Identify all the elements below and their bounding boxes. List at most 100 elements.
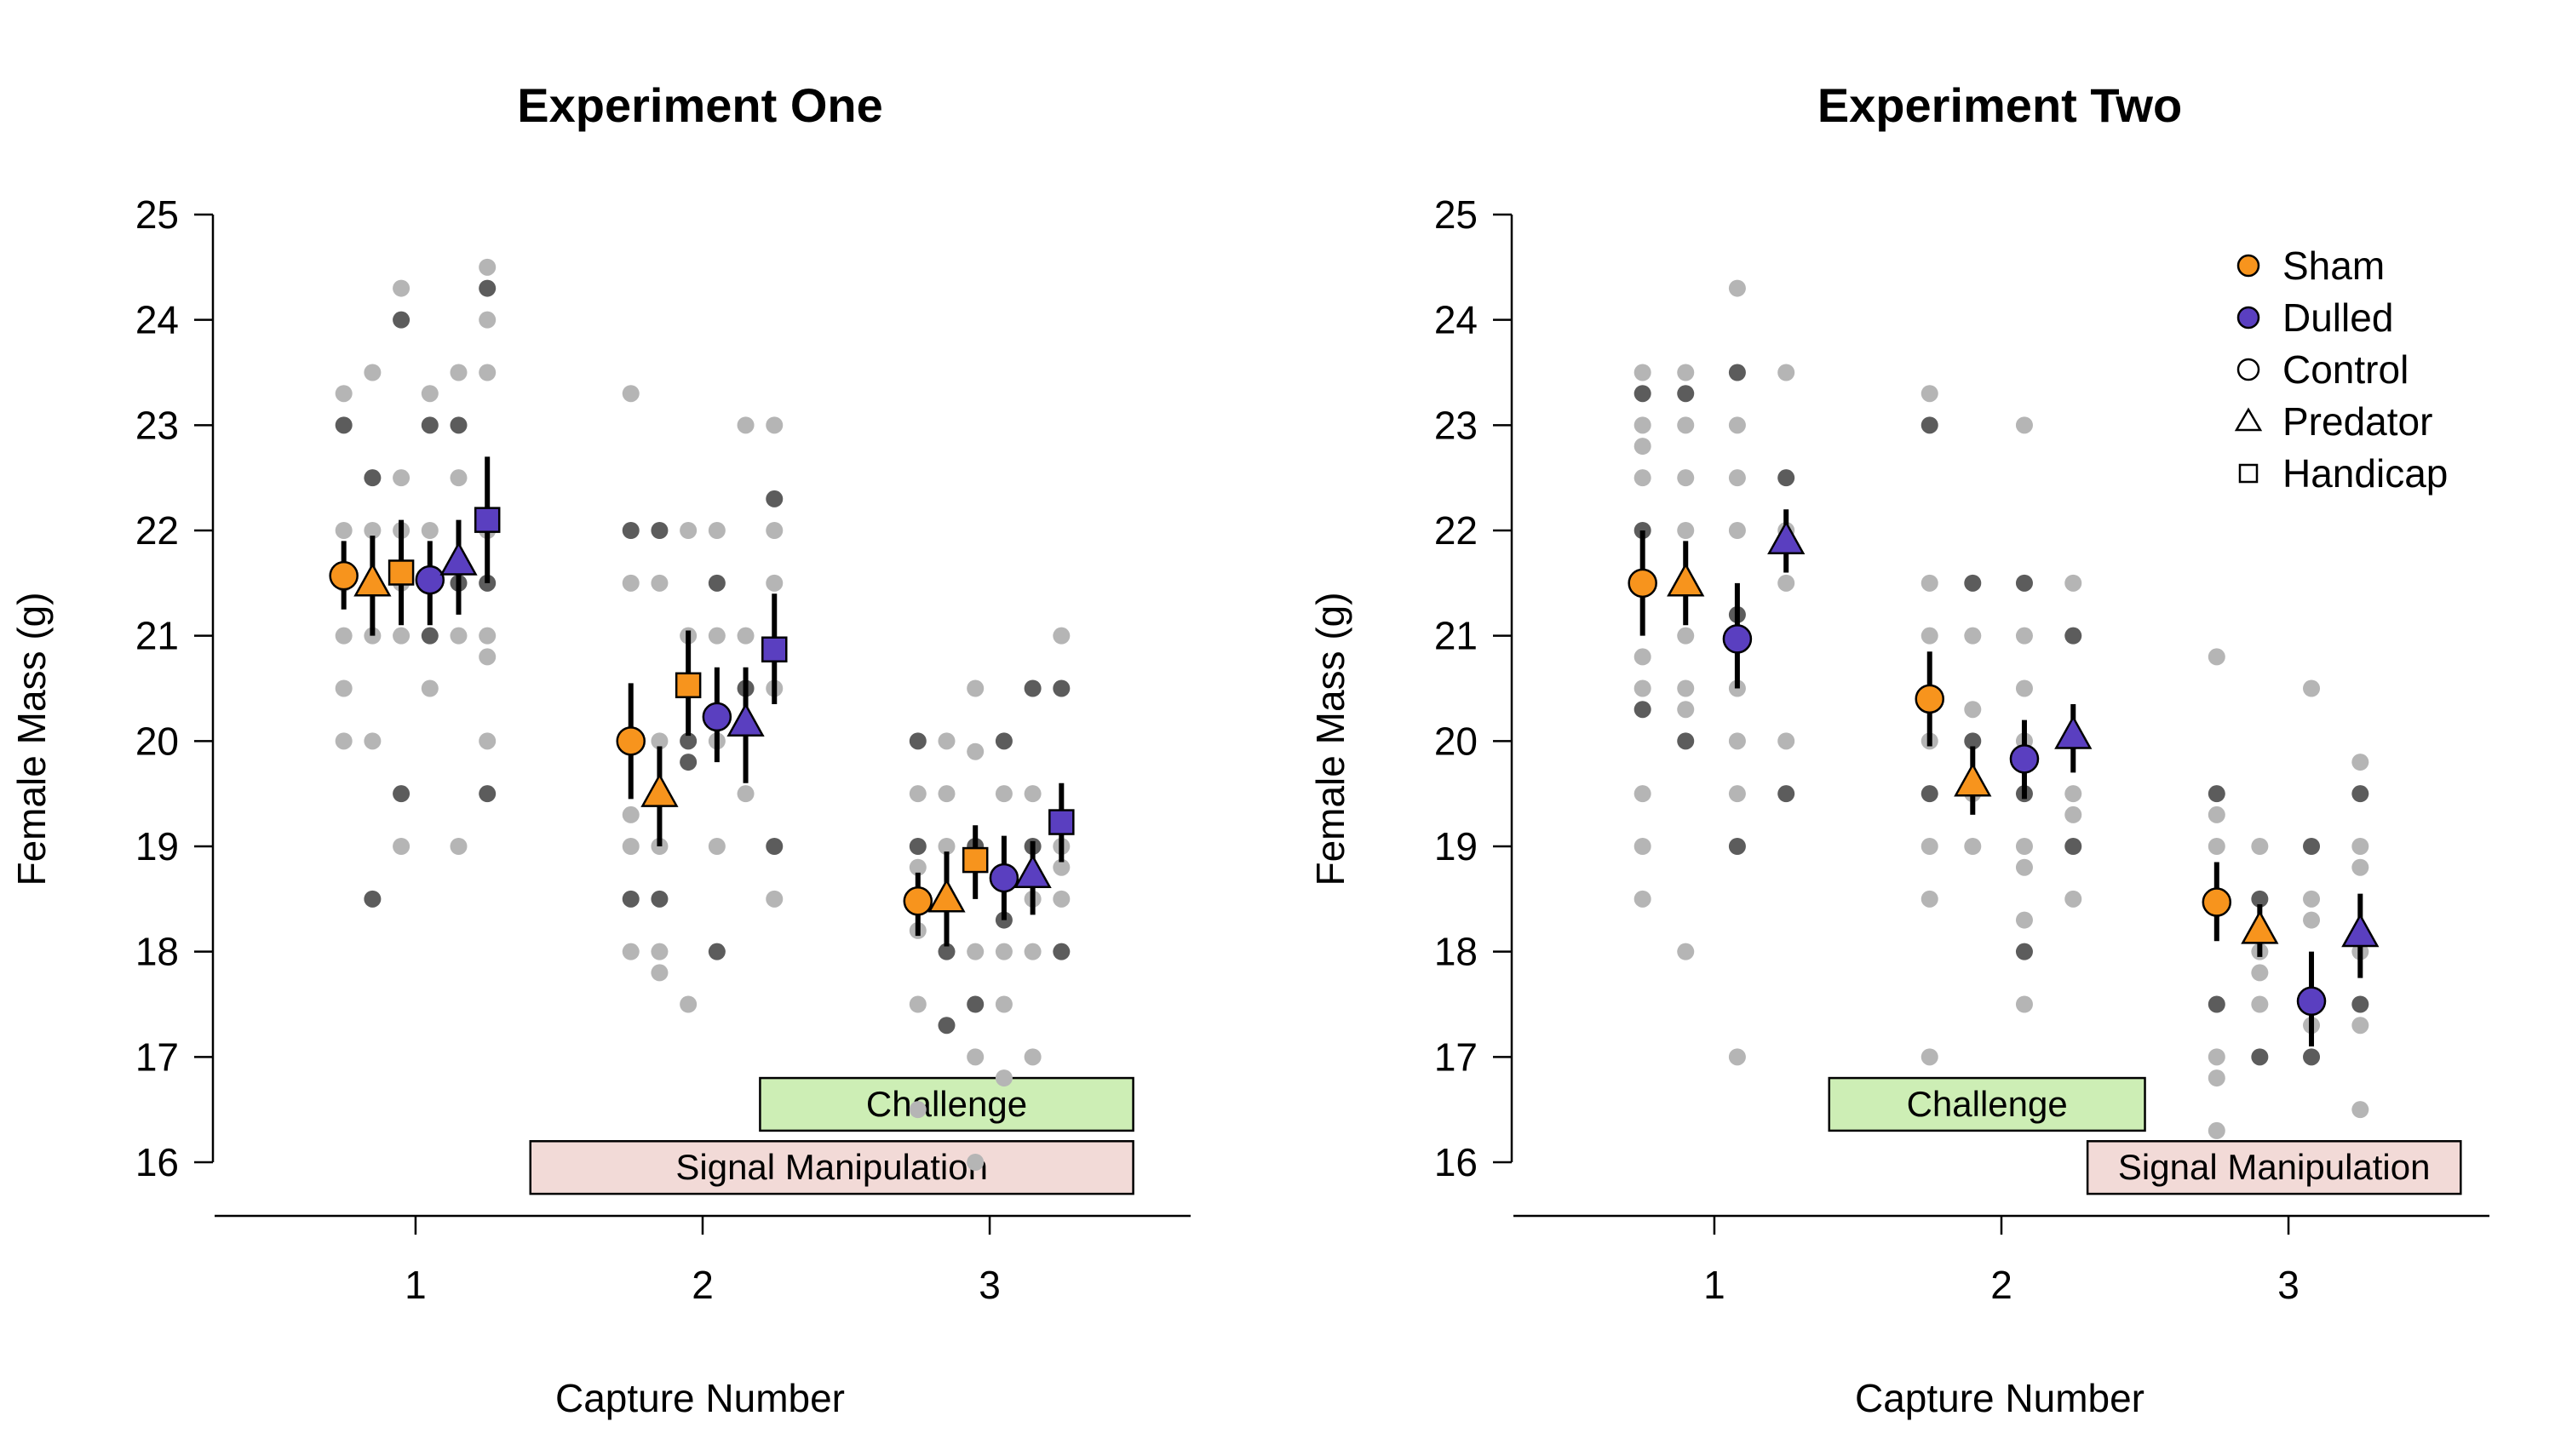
- legend-label: Sham: [2282, 244, 2385, 288]
- legend-label: Predator: [2282, 399, 2432, 444]
- raw-point: [1024, 1048, 1042, 1066]
- raw-point: [2208, 1048, 2225, 1066]
- mean-marker: [640, 772, 679, 807]
- y-tick-label: 17: [135, 1035, 179, 1079]
- raw-point: [1964, 701, 1982, 719]
- raw-point: [1921, 627, 1938, 645]
- raw-point: [1633, 438, 1651, 456]
- raw-point: [622, 838, 640, 855]
- mean-marker: [962, 846, 989, 874]
- x-tick-label: 3: [2277, 1263, 2300, 1307]
- raw-point: [1964, 732, 1982, 750]
- raw-point: [909, 858, 927, 876]
- raw-point: [1053, 943, 1071, 960]
- raw-point: [479, 364, 497, 381]
- raw-point: [967, 1154, 985, 1171]
- raw-point: [1053, 890, 1071, 908]
- raw-point: [364, 890, 382, 908]
- raw-point: [2064, 890, 2082, 908]
- raw-point: [766, 416, 784, 434]
- raw-point: [1921, 385, 1938, 403]
- mean-marker: [474, 507, 501, 533]
- raw-point: [651, 890, 669, 908]
- raw-point: [2251, 890, 2269, 908]
- raw-point: [2208, 805, 2225, 823]
- raw-point: [1053, 627, 1071, 645]
- raw-point: [651, 574, 669, 592]
- raw-point: [2064, 785, 2082, 803]
- annotation-box: [2086, 1140, 2462, 1195]
- raw-point: [1728, 469, 1746, 487]
- raw-point: [1633, 785, 1651, 803]
- raw-point: [1777, 785, 1795, 803]
- raw-point: [393, 785, 411, 803]
- raw-point: [2015, 911, 2033, 929]
- raw-point: [622, 943, 640, 960]
- raw-point: [364, 732, 382, 750]
- legend-symbol: [2236, 254, 2260, 278]
- raw-point: [708, 943, 726, 960]
- raw-point: [938, 1017, 956, 1035]
- legend-symbol: [2236, 358, 2260, 381]
- raw-point: [2015, 627, 2033, 645]
- raw-point: [737, 416, 755, 434]
- annotation-box: [1828, 1076, 2146, 1132]
- annotation-box: [529, 1140, 1134, 1195]
- mean-marker: [726, 702, 765, 737]
- raw-point: [1053, 858, 1071, 876]
- raw-point: [1677, 364, 1695, 381]
- raw-point: [967, 679, 985, 697]
- raw-point: [479, 648, 497, 666]
- raw-point: [1633, 385, 1651, 403]
- raw-point: [1677, 627, 1695, 645]
- raw-point: [766, 890, 784, 908]
- mean-marker: [2296, 986, 2327, 1017]
- raw-point: [2064, 627, 2082, 645]
- raw-point: [2351, 1101, 2369, 1119]
- raw-point: [1677, 416, 1695, 434]
- raw-point: [2303, 679, 2321, 697]
- mean-marker: [927, 878, 966, 913]
- x-tick-label: 3: [979, 1263, 1001, 1307]
- raw-point: [335, 416, 353, 434]
- raw-point: [1633, 679, 1651, 697]
- raw-point: [651, 943, 669, 960]
- raw-point: [2064, 805, 2082, 823]
- panel-title: Experiment One: [517, 78, 882, 132]
- raw-point: [708, 627, 726, 645]
- raw-point: [622, 890, 640, 908]
- raw-point: [938, 943, 956, 960]
- x-axis-label: Capture Number: [1855, 1376, 2144, 1420]
- raw-point: [967, 995, 985, 1013]
- x-axis-label: Capture Number: [555, 1376, 845, 1420]
- raw-point: [364, 469, 382, 487]
- raw-point: [1921, 574, 1938, 592]
- legend-label: Dulled: [2282, 295, 2393, 340]
- raw-point: [335, 732, 353, 750]
- raw-point: [393, 279, 411, 297]
- raw-point: [708, 838, 726, 855]
- raw-point: [1964, 838, 1982, 855]
- raw-point: [2351, 1017, 2369, 1035]
- raw-point: [680, 732, 698, 750]
- legend-symbol: [2234, 407, 2263, 432]
- raw-point: [2251, 995, 2269, 1013]
- y-tick-label: 20: [1434, 719, 1478, 763]
- raw-point: [421, 679, 439, 697]
- y-tick-label: 16: [1434, 1140, 1478, 1184]
- raw-point: [1964, 627, 1982, 645]
- raw-point: [1921, 890, 1938, 908]
- raw-point: [766, 574, 784, 592]
- y-tick-label: 18: [135, 930, 179, 974]
- raw-point: [1921, 1048, 1938, 1066]
- mean-marker: [2054, 714, 2093, 749]
- raw-point: [766, 490, 784, 507]
- raw-point: [1677, 469, 1695, 487]
- raw-point: [2208, 1069, 2225, 1087]
- mean-marker: [329, 560, 359, 591]
- raw-point: [2015, 679, 2033, 697]
- raw-point: [622, 574, 640, 592]
- y-tick-label: 21: [135, 614, 179, 658]
- raw-point: [967, 943, 985, 960]
